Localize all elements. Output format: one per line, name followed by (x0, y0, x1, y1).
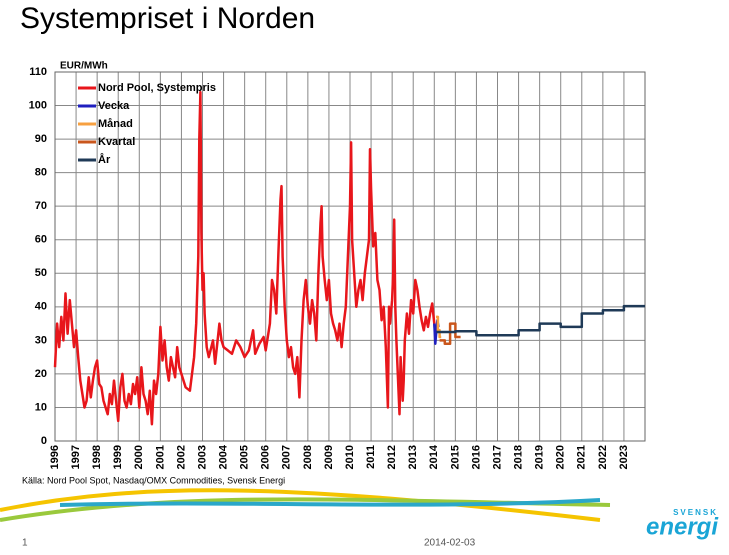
swoosh (0, 488, 611, 522)
x-tick-label: 2014 (428, 444, 440, 469)
logo-main: energi (646, 513, 719, 540)
x-tick-label: 2008 (302, 445, 314, 469)
x-tick-label: 2004 (217, 444, 229, 469)
source: Källa: Nord Pool Spot, Nasdaq/OMX Commod… (22, 475, 285, 485)
x-tick-label: 2002 (175, 445, 187, 469)
date: 2014-02-03 (424, 538, 476, 549)
series-line (53, 90, 437, 426)
x-tick-label: 2000 (133, 445, 145, 469)
x-tick-label: 1998 (91, 445, 103, 469)
y-tick-label: 30 (35, 334, 47, 346)
x-tick-label: 2021 (576, 445, 588, 469)
y-tick-label: 90 (35, 133, 47, 145)
y-tick-label: 40 (35, 301, 47, 313)
x-tick-label: 2012 (386, 445, 398, 469)
logo-top: SVENSK (673, 508, 718, 517)
legend-label: Kvartal (98, 136, 135, 148)
x-tick-label: 2016 (470, 445, 482, 469)
series-line (436, 315, 442, 339)
y-tick-label: 50 (35, 267, 47, 279)
legend-label: Månad (98, 118, 133, 130)
y-tick-label: 10 (35, 401, 47, 413)
x-tick-label: 1999 (112, 445, 124, 469)
legend-label: År (98, 153, 111, 166)
y-tick-label: 80 (35, 167, 47, 179)
x-tick-label: 2001 (154, 445, 166, 469)
x-tick-label: 2006 (260, 445, 272, 469)
y-tick-label: 60 (35, 234, 47, 246)
y-axis-label: EUR/MWh (60, 61, 108, 72)
x-tick-label: 2019 (534, 445, 546, 469)
x-tick-label: 2007 (281, 445, 293, 469)
x-tick-label: 2018 (512, 445, 524, 469)
x-tick-label: 2023 (618, 445, 630, 469)
x-tick-label: 2011 (365, 445, 377, 469)
x-tick-label: 2020 (555, 445, 567, 469)
y-tick-label: 100 (29, 99, 47, 111)
chart-title: Systempriset i Norden (20, 2, 315, 35)
x-tick-label: 2009 (323, 445, 335, 469)
legend-label: Nord Pool, Systempris (98, 82, 216, 94)
x-tick-label: 2022 (597, 445, 609, 469)
plot-frame (54, 71, 646, 442)
x-tick-label: 1996 (49, 445, 61, 469)
y-tick-label: 110 (29, 66, 47, 78)
x-tick-label: 2015 (449, 445, 461, 469)
x-tick-label: 2003 (196, 445, 208, 469)
x-tick-label: 2013 (407, 445, 419, 469)
x-tick-label: 1997 (70, 445, 82, 469)
x-tick-label: 2017 (491, 445, 503, 469)
y-tick-label: 70 (35, 200, 47, 212)
series-line (436, 304, 645, 337)
slide-number: 1 (22, 538, 28, 549)
y-tick-label: 0 (41, 435, 47, 447)
x-tick-label: 2005 (239, 445, 251, 469)
x-tick-label: 2010 (344, 445, 356, 469)
y-tick-label: 20 (35, 368, 47, 380)
legend-label: Vecka (98, 100, 130, 112)
series-line (439, 322, 461, 345)
